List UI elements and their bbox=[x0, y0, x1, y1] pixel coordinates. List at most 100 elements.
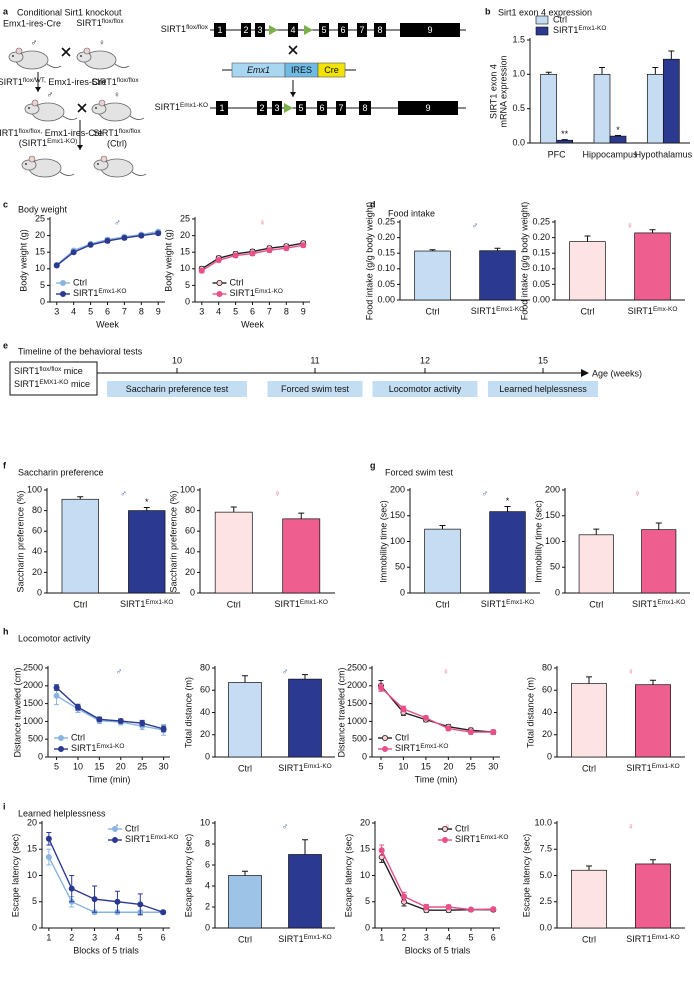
sex-symbol: ♂ bbox=[482, 488, 489, 498]
exon bbox=[400, 23, 460, 37]
y-tick-label: 60 bbox=[200, 685, 210, 695]
data-point bbox=[138, 232, 145, 239]
x-tick-label: SIRT1Emx1-KO bbox=[481, 599, 534, 610]
y-tick-label: 10 bbox=[180, 263, 190, 273]
y-tick-label: 20 bbox=[542, 729, 552, 739]
y-tick-label: 0 bbox=[190, 587, 195, 597]
x-tick-label: Ctrl bbox=[582, 763, 596, 773]
x-axis-label: Week bbox=[241, 319, 264, 329]
data-point bbox=[139, 720, 146, 727]
mouse-sex: ♀ bbox=[114, 89, 121, 99]
legend-marker bbox=[60, 279, 67, 286]
y-tick-label: 20 bbox=[360, 817, 370, 827]
data-point bbox=[445, 725, 452, 732]
sex-symbol: ♀ bbox=[634, 488, 641, 498]
y-tick-label: 40 bbox=[542, 707, 552, 717]
y-tick-label: 150 bbox=[545, 510, 560, 520]
y-tick-label: 10 bbox=[35, 263, 45, 273]
y-tick-label: 0.0 bbox=[539, 922, 552, 932]
x-tick-label: 6 bbox=[105, 306, 110, 316]
y-tick-label: 10.0 bbox=[534, 817, 552, 827]
y-tick-label: 15 bbox=[27, 844, 37, 854]
y-axis-label: Escape latency (sec) bbox=[10, 834, 20, 918]
mouse-label: (SIRT1Emx1-KO) bbox=[19, 138, 78, 149]
data-point bbox=[422, 714, 429, 721]
y-tick-label: 0 bbox=[205, 751, 210, 761]
y-tick-label: 2000 bbox=[23, 680, 43, 690]
x-tick-label: 7 bbox=[267, 306, 272, 316]
sex-symbol: ♀ bbox=[627, 220, 634, 230]
data-point bbox=[249, 250, 256, 257]
test-box bbox=[107, 381, 247, 397]
legend-label: SIRT1Emx1-KO bbox=[395, 743, 448, 754]
y-tick-label: 8 bbox=[205, 838, 210, 848]
bar bbox=[593, 73, 611, 144]
error-bar bbox=[302, 839, 308, 855]
data-point bbox=[283, 245, 290, 252]
data-point bbox=[232, 252, 239, 259]
exon bbox=[317, 101, 327, 115]
bar bbox=[635, 684, 671, 758]
group-box bbox=[9, 361, 98, 396]
y-tick-label: 100 bbox=[27, 484, 42, 494]
legend-label: SIRT1Emx1-KO bbox=[71, 743, 124, 754]
y-tick-label: 20 bbox=[27, 817, 37, 827]
bar bbox=[569, 241, 606, 301]
mouse-ear bbox=[83, 47, 91, 55]
bar bbox=[578, 534, 614, 594]
sex-symbol: ♀ bbox=[443, 666, 450, 676]
loxp-site bbox=[269, 25, 278, 35]
bar bbox=[635, 863, 671, 929]
x-tick-label: 10 bbox=[73, 761, 83, 771]
exon-number: 7 bbox=[338, 103, 343, 113]
mouse-tail bbox=[131, 171, 147, 177]
legend-marker bbox=[441, 837, 448, 844]
y-axis-label: Escape latency (sec) bbox=[183, 834, 193, 918]
y-tick-label: 5 bbox=[365, 896, 370, 906]
mouse-label: (Ctrl) bbox=[107, 138, 127, 148]
x-tick-label: 5 bbox=[233, 306, 238, 316]
x-tick-label: 5 bbox=[378, 761, 383, 771]
construct-label: IRES bbox=[291, 65, 312, 75]
data-point bbox=[53, 692, 60, 699]
exon bbox=[272, 101, 282, 115]
error-bar bbox=[655, 522, 662, 530]
mouse-label: SIRT1flox/flox bbox=[93, 128, 141, 139]
data-point bbox=[378, 847, 385, 854]
panel-title: Food intake bbox=[388, 208, 435, 218]
data-point bbox=[74, 704, 81, 711]
test-label: Saccharin preference test bbox=[126, 384, 229, 394]
y-tick-label: 0 bbox=[547, 751, 552, 761]
y-tick-label: 20 bbox=[32, 567, 42, 577]
series-line bbox=[381, 849, 494, 911]
data-point bbox=[53, 262, 60, 269]
x-tick-label: 5 bbox=[88, 306, 93, 316]
error-bar bbox=[668, 50, 675, 60]
y-tick-label: 4 bbox=[205, 880, 210, 890]
test-box bbox=[488, 381, 598, 397]
test-box bbox=[372, 381, 478, 397]
y-axis-label: Escape latency (sec) bbox=[521, 834, 531, 918]
timeline-week: 10 bbox=[172, 355, 182, 365]
x-tick-label: 5 bbox=[138, 932, 143, 942]
construct-label: Emx1 bbox=[247, 65, 270, 75]
x-tick-label: 3 bbox=[424, 932, 429, 942]
legend-label: Ctrl bbox=[73, 277, 87, 287]
y-axis-label: Total distance (m) bbox=[183, 677, 193, 748]
mouse-label: SIRT1flox/WT, Emx1-ires-Cre bbox=[0, 77, 106, 88]
data-point bbox=[53, 684, 60, 691]
panel-label: c bbox=[3, 199, 8, 209]
x-tick-label: Ctrl bbox=[436, 599, 450, 609]
x-tick-label: SIRT1Emx1-KO bbox=[632, 599, 685, 610]
x-tick-label: 20 bbox=[116, 761, 126, 771]
y-axis-label: Food intake (g/g body weight) bbox=[519, 202, 529, 321]
mouse-icon bbox=[8, 47, 62, 70]
x-tick-label: 5 bbox=[468, 932, 473, 942]
cross-symbol bbox=[77, 103, 87, 113]
exon-number: 2 bbox=[243, 25, 248, 35]
mouse-sex: ♂ bbox=[31, 37, 38, 47]
y-tick-label: 25 bbox=[35, 213, 45, 223]
sex-symbol: ♂ bbox=[282, 821, 289, 831]
error-bar bbox=[439, 525, 446, 530]
sex-symbol: ♀ bbox=[444, 821, 451, 831]
